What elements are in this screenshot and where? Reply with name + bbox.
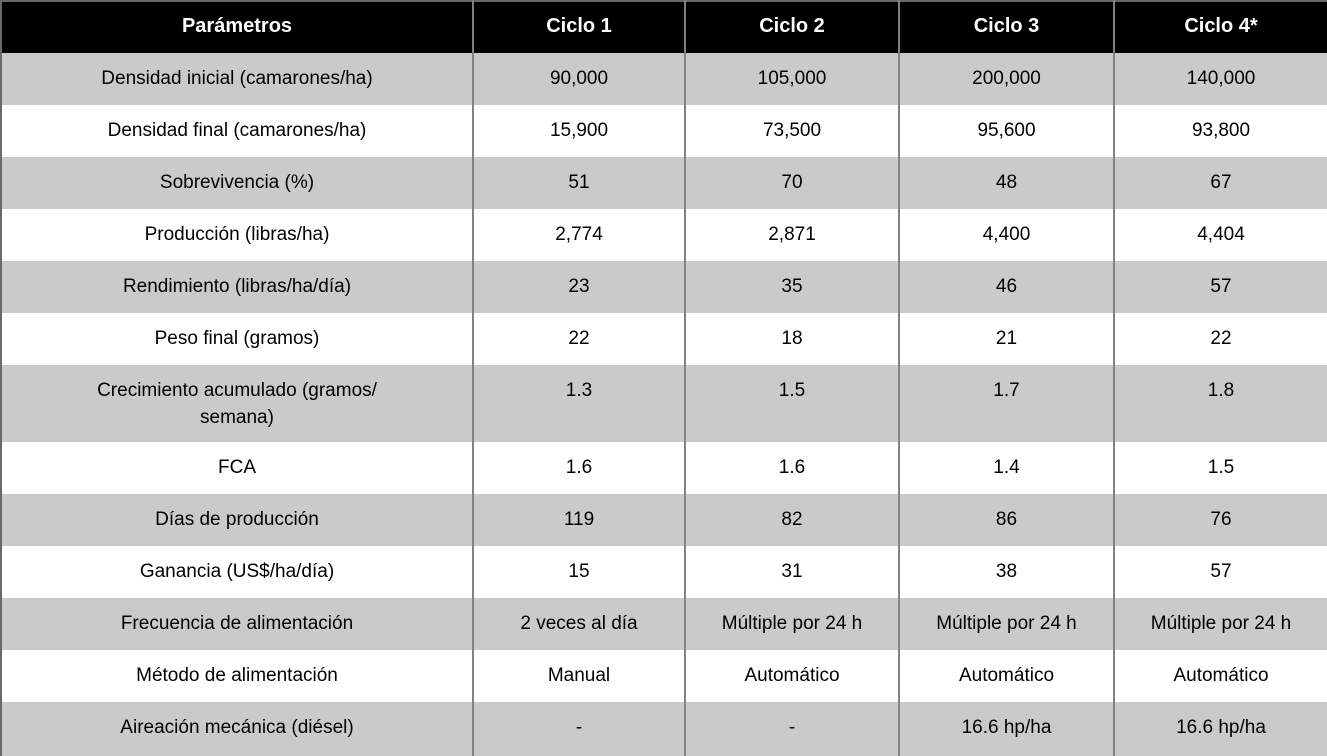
cell-value: 57	[1113, 546, 1327, 598]
cell-value: 31	[684, 546, 899, 598]
table-row: Crecimiento acumulado (gramos/ semana) 1.…	[1, 365, 1327, 442]
cell-value: 23	[472, 261, 685, 313]
table-row: Densidad inicial (camarones/ha) 90,000 105…	[1, 53, 1327, 105]
table-row: Ganancia (US$/ha/día) 15 31 38 57	[1, 546, 1327, 598]
table-row: Frecuencia de alimentación 2 veces al día…	[1, 598, 1327, 650]
row-label: Crecimiento acumulado (gramos/ semana)	[97, 380, 377, 428]
cycle-column-header: Ciclo 3	[898, 1, 1114, 53]
row-label: Densidad final (camarones/ha)	[107, 120, 367, 141]
cell-value: Múltiple por 24 h	[898, 598, 1114, 650]
cell-value: 90,000	[472, 53, 685, 105]
cell-value: 86	[898, 494, 1114, 546]
cell-value: 67	[1113, 157, 1327, 209]
cell-value: 140,000	[1113, 53, 1327, 105]
cell-value: 119	[472, 494, 685, 546]
cell-value: 1.5	[684, 365, 899, 442]
cell-value: 70	[684, 157, 899, 209]
cell-value: 1.7	[898, 365, 1114, 442]
cell-value: 18	[684, 313, 899, 365]
row-label: Ganancia (US$/ha/día)	[139, 561, 335, 582]
cell-value: 35	[684, 261, 899, 313]
cell-value: 46	[898, 261, 1114, 313]
cell-value: 1.8	[1113, 365, 1327, 442]
row-label: Aireación mecánica (diésel)	[120, 717, 354, 738]
cell-value: 2,871	[684, 209, 899, 261]
cell-value: 48	[898, 157, 1114, 209]
cycle-column-header: Ciclo 2	[684, 1, 899, 53]
cell-value: -	[472, 702, 685, 756]
cell-value: 2 veces al día	[472, 598, 685, 650]
row-label: Producción (libras/ha)	[144, 224, 330, 245]
table-row: Rendimiento (libras/ha/día) 23 35 46 57	[1, 261, 1327, 313]
row-label: Peso final (gramos)	[154, 328, 320, 349]
cell-value: 76	[1113, 494, 1327, 546]
cell-value: Automático	[898, 650, 1114, 702]
table-row: Densidad final (camarones/ha) 15,900 73,50…	[1, 105, 1327, 157]
row-label: Densidad inicial (camarones/ha)	[101, 68, 373, 89]
cell-value: 1.4	[898, 442, 1114, 494]
cell-value: 4,400	[898, 209, 1114, 261]
cell-value: 21	[898, 313, 1114, 365]
cell-value: 15,900	[472, 105, 685, 157]
table-row: Días de producción 119 82 86 76	[1, 494, 1327, 546]
header-row: Parámetros Ciclo 1 Ciclo 2 Ciclo 3 Ciclo 4*	[1, 1, 1327, 53]
table-header: Parámetros Ciclo 1 Ciclo 2 Ciclo 3 Ciclo 4*	[1, 1, 1327, 53]
cell-value: 38	[898, 546, 1114, 598]
parameters-column-header: Parámetros	[1, 1, 473, 53]
table-row: Peso final (gramos) 22 18 21 22	[1, 313, 1327, 365]
row-label: FCA	[218, 457, 256, 478]
cell-value: 73,500	[684, 105, 899, 157]
cell-value: 51	[472, 157, 685, 209]
cell-value: 22	[1113, 313, 1327, 365]
cell-value: 82	[684, 494, 899, 546]
row-label: Sobrevivencia (%)	[159, 172, 315, 193]
cell-value: Automático	[684, 650, 899, 702]
cell-value: 1.5	[1113, 442, 1327, 494]
cycle-column-header: Ciclo 1	[472, 1, 685, 53]
cell-value: 1.6	[472, 442, 685, 494]
cell-value: 16.6 hp/ha	[1113, 702, 1327, 756]
row-label: Frecuencia de alimentación	[120, 613, 354, 634]
table-row: FCA 1.6 1.6 1.4 1.5	[1, 442, 1327, 494]
cell-value: -	[684, 702, 899, 756]
row-label: Método de alimentación	[136, 665, 338, 686]
cycle-column-header: Ciclo 4*	[1113, 1, 1327, 53]
table-row: Aireación mecánica (diésel) - -16.6 hp/ha 1…	[1, 702, 1327, 756]
cell-value: 15	[472, 546, 685, 598]
cell-value: 4,404	[1113, 209, 1327, 261]
cell-value: 16.6 hp/ha	[898, 702, 1114, 756]
cell-value: 95,600	[898, 105, 1114, 157]
table-body: Densidad inicial (camarones/ha) 90,000 105…	[1, 53, 1327, 756]
cell-value: 57	[1113, 261, 1327, 313]
table-row: Método de alimentación Manual Automático Au…	[1, 650, 1327, 702]
cell-value: 200,000	[898, 53, 1114, 105]
table-row: Sobrevivencia (%) 51 70 48 67	[1, 157, 1327, 209]
cell-value: 93,800	[1113, 105, 1327, 157]
cell-value: Manual	[472, 650, 685, 702]
cell-value: Automático	[1113, 650, 1327, 702]
cell-value: 2,774	[472, 209, 685, 261]
cell-value: Múltiple por 24 h	[684, 598, 899, 650]
row-label: Días de producción	[155, 509, 319, 530]
cell-value: 1.3	[472, 365, 685, 442]
table-row: Producción (libras/ha) 2,774 2,871 4,400 4,4…	[1, 209, 1327, 261]
cell-value: 1.6	[684, 442, 899, 494]
cell-value: Múltiple por 24 h	[1113, 598, 1327, 650]
cell-value: 22	[472, 313, 685, 365]
row-label: Rendimiento (libras/ha/día)	[122, 276, 352, 297]
cell-value: 105,000	[684, 53, 899, 105]
